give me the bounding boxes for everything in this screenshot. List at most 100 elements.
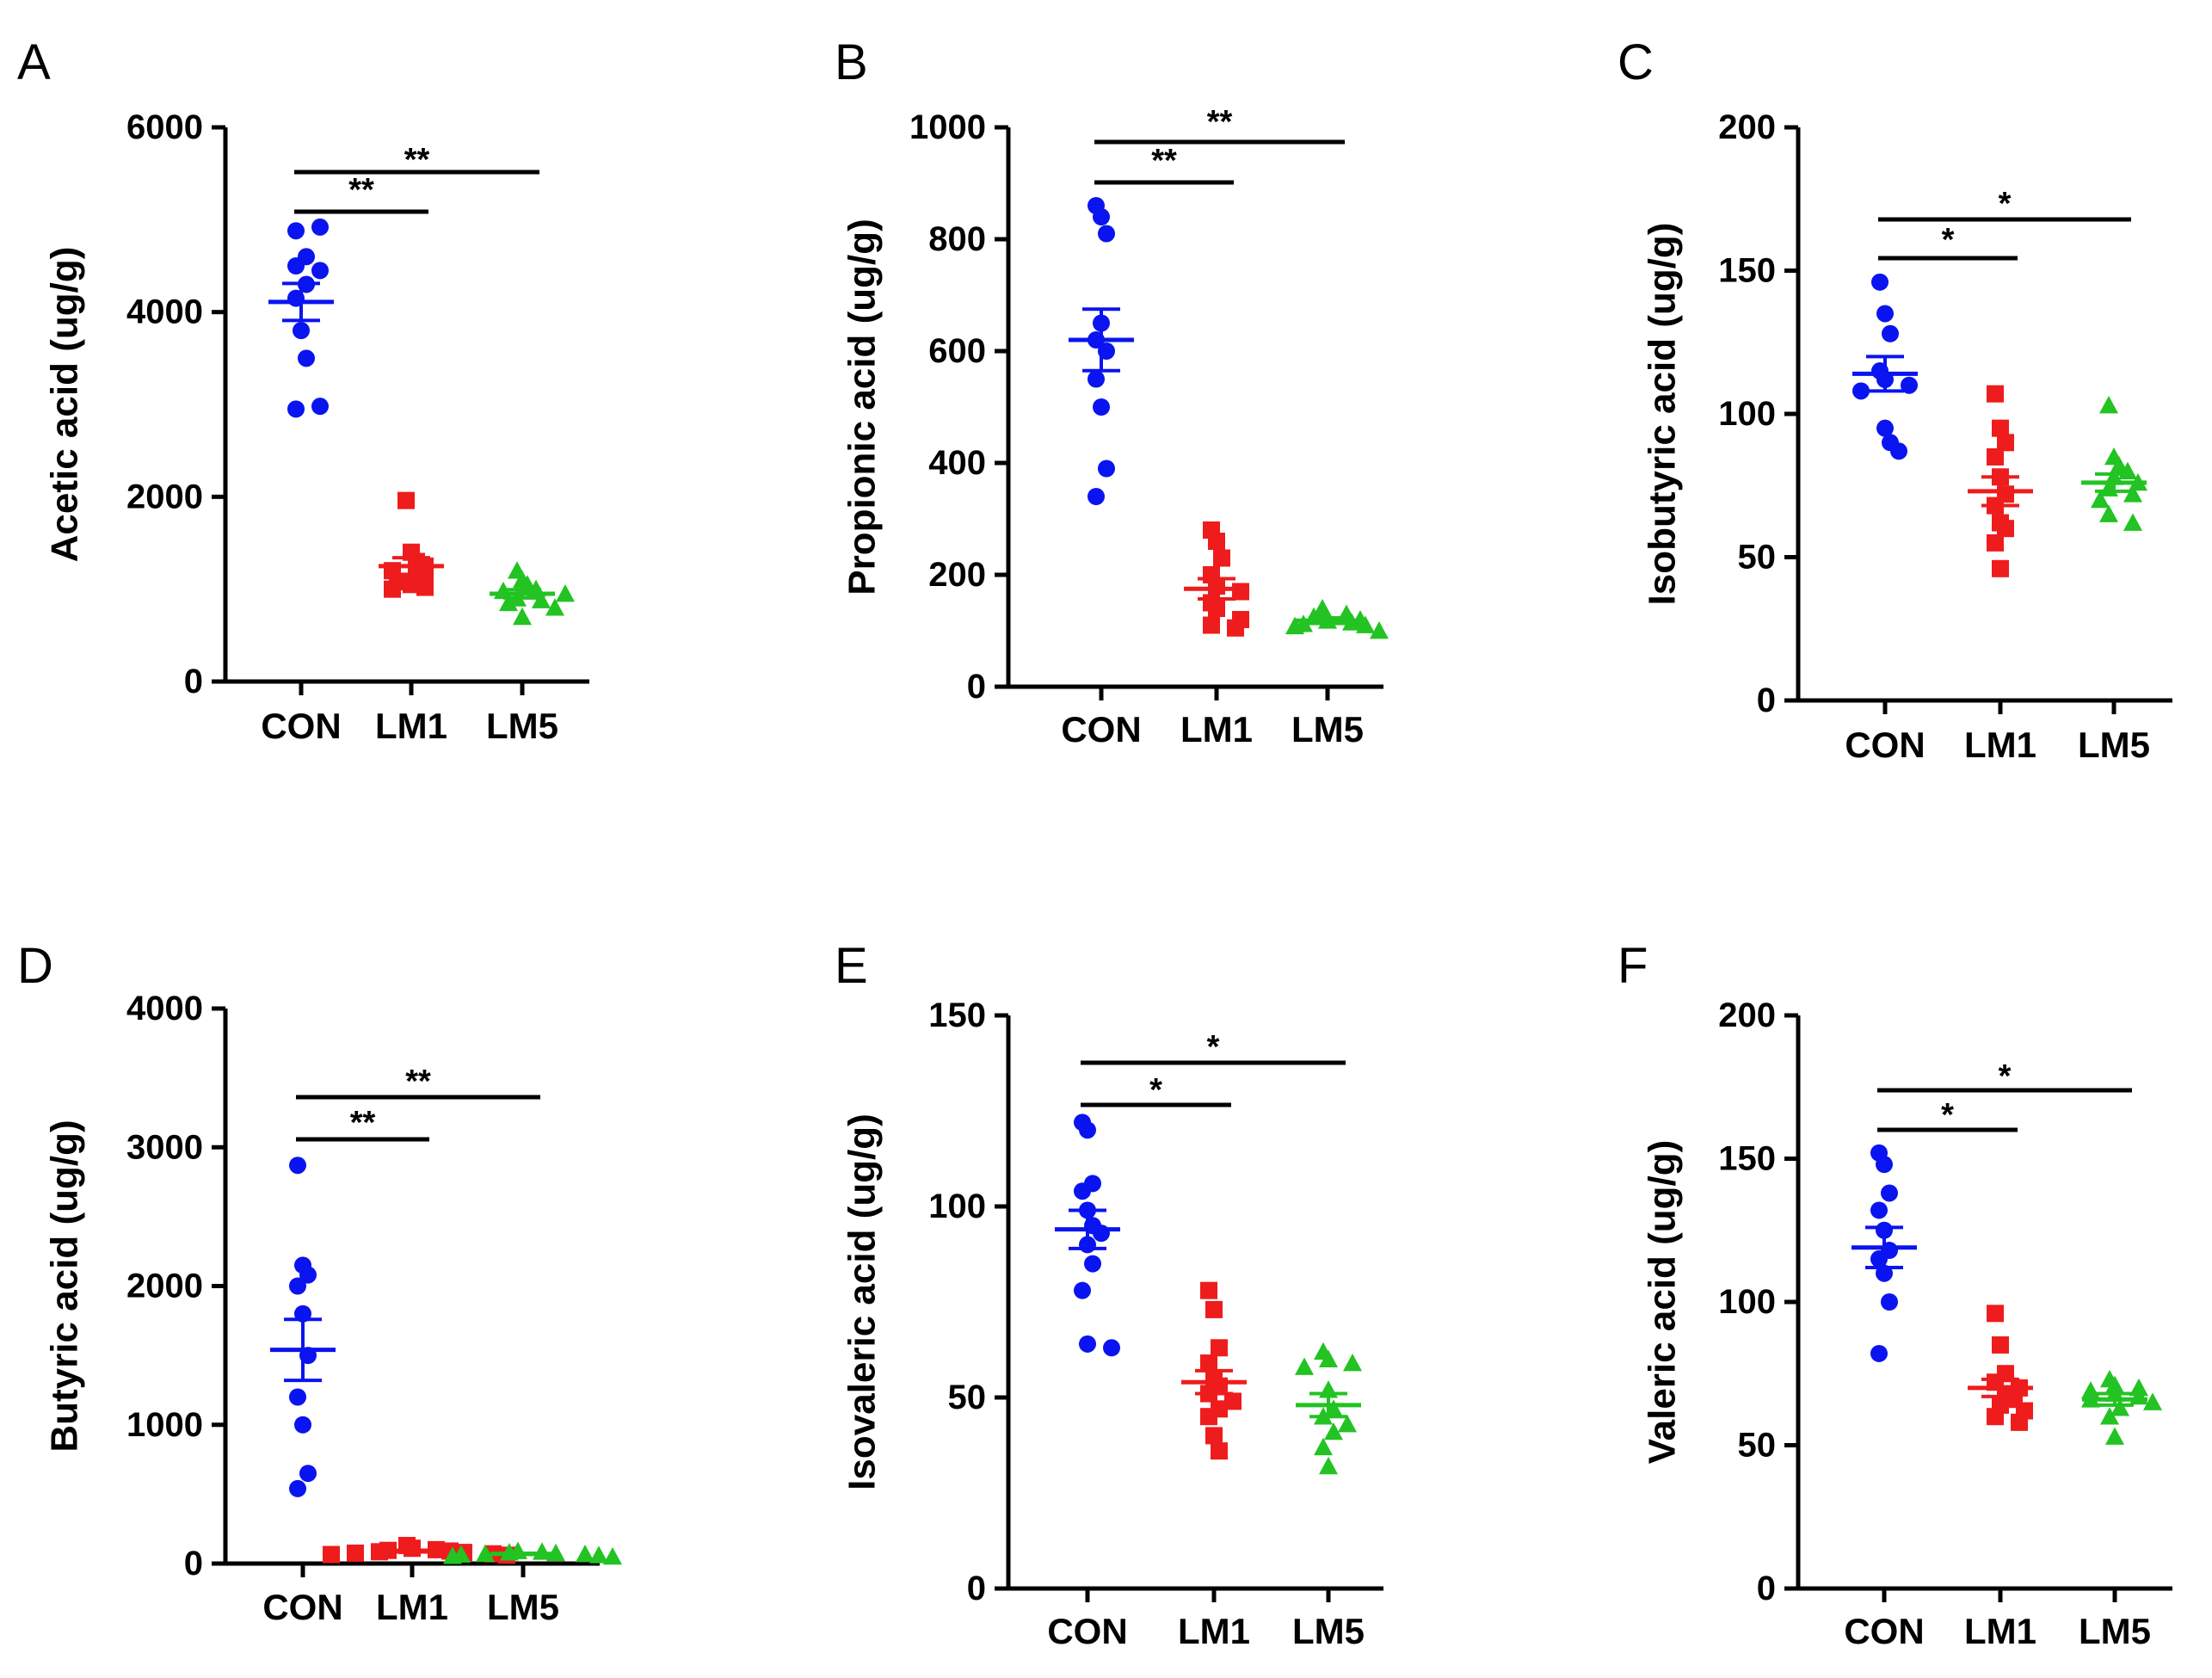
y-tick-label: 400 [928,444,986,482]
lm1-point [1208,600,1225,617]
lm5-point [589,1545,608,1564]
x-tick-label: LM1 [376,1587,448,1627]
y-axis-title: Acetic acid (ug/g) [44,247,86,563]
y-tick-label: 200 [1718,996,1776,1034]
lm1-point [1211,1339,1228,1357]
con-point [1074,1182,1091,1200]
x-tick-label: LM1 [375,706,447,746]
y-tick-label: 0 [967,668,986,706]
significance-label: * [1941,1097,1954,1133]
y-axis-title: Propionic acid (ug/g) [841,219,884,595]
con-point [1093,208,1110,225]
panel-label: C [1617,34,1654,90]
con-point [1098,225,1115,243]
y-tick-label: 200 [1718,108,1776,146]
lm1-point [404,1539,421,1558]
panel-label: D [17,938,53,994]
con-point [289,1157,306,1175]
con-point [1852,382,1870,400]
con-point [1084,1255,1101,1273]
y-tick-label: 0 [967,1570,986,1607]
y-axis-title: Butyric acid (ug/g) [44,1120,86,1452]
lm1-point [1227,619,1244,637]
lm1-point [1987,447,2004,466]
lm1-point [1987,1305,2004,1323]
lm1-point [1224,1392,1242,1410]
significance-label: * [1149,1072,1162,1108]
y-tick-label: 6000 [126,108,203,146]
con-point [1870,1344,1888,1362]
lm5-point [2091,490,2110,509]
con-point [287,222,305,240]
lm1-point [1992,559,2009,577]
significance-label: * [1999,1058,2012,1095]
y-axis-title: Isobutyric acid (ug/g) [1642,223,1684,606]
lm1-point [1200,1281,1217,1299]
x-tick-label: LM5 [2079,1611,2151,1651]
con-point [1093,1225,1110,1243]
lm5-point [576,1545,595,1563]
lm1-point [1208,533,1225,550]
con-point [311,398,329,416]
significance-label: * [1207,1029,1220,1065]
panel-e: E Isovaleric acid (ug/g) 0 50 100 150 CON LM1 LM… [835,938,1383,1651]
y-tick-label: 0 [184,663,203,700]
con-point [287,257,305,275]
significance-label: ** [1151,143,1177,179]
lm5-point [513,607,532,626]
y-tick-label: 50 [1738,1427,1777,1465]
lm1-point [1992,419,2009,437]
con-point [1093,398,1110,416]
lm5-point [1314,1437,1333,1456]
x-tick-label: LM1 [1180,709,1253,750]
lm5-point [1295,1357,1314,1375]
con-point [1871,273,1889,291]
y-tick-label: 50 [948,1379,987,1416]
con-point [1103,1339,1120,1357]
panel-c: C Isobutyric acid (ug/g) 0 50 100 150 200 CON LM… [1617,34,2172,765]
con-point [1079,1121,1096,1139]
y-axis-title: Valeric acid (ug/g) [1642,1140,1684,1465]
lm5-point [499,593,518,612]
x-tick-label: CON [1845,725,1925,765]
lm1-point [347,1544,364,1562]
lm5-point [1370,621,1389,639]
lm1-point [1992,1336,2009,1354]
significance-label: ** [348,172,374,208]
lm1-point [1205,1300,1223,1318]
y-tick-label: 4000 [126,293,203,331]
lm5-point [2110,1398,2129,1416]
significance-label: ** [404,142,430,178]
panel-label: A [17,34,51,90]
x-tick-label: LM5 [1292,1611,1365,1651]
con-point [289,1479,306,1497]
con-point [293,322,310,340]
lm1-point [1205,1427,1223,1445]
y-tick-label: 100 [1718,395,1776,433]
con-point [1098,460,1115,478]
lm5-point [2123,513,2142,531]
significance-label: ** [405,1064,431,1100]
panel-a: A Acetic acid (ug/g) 0 2000 4000 6000 CON LM1 LM… [17,34,589,746]
y-tick-label: 150 [928,996,986,1034]
y-tick-label: 2000 [126,1268,203,1305]
con-point [1074,1281,1091,1299]
y-tick-label: 50 [1738,539,1777,577]
x-tick-label: LM5 [2078,725,2150,765]
y-tick-label: 1000 [909,108,986,146]
y-tick-label: 0 [1757,1570,1776,1607]
y-tick-label: 0 [184,1545,203,1582]
lm1-point [1997,434,2014,452]
con-point [299,1465,317,1483]
x-tick-label: LM5 [1291,709,1364,750]
y-tick-label: 4000 [126,990,203,1027]
con-point [1876,305,1894,323]
con-point [289,1277,306,1295]
con-point [1901,376,1918,394]
x-tick-label: LM5 [487,1587,559,1627]
con-point [299,1266,317,1284]
lm1-point [416,578,434,596]
con-point [1881,1184,1898,1202]
con-point [1881,1293,1898,1311]
x-tick-label: CON [1061,709,1141,750]
